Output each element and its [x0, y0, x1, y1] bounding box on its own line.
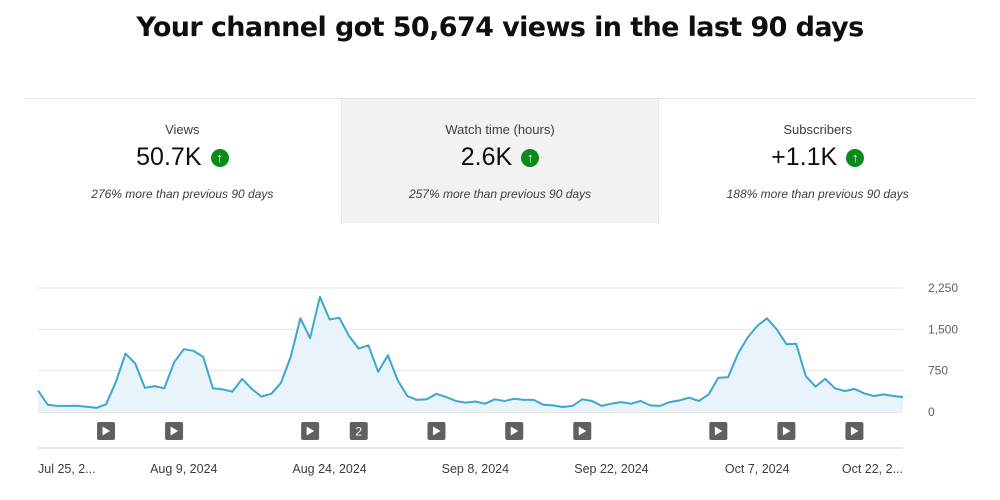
video-marker[interactable]	[165, 422, 184, 440]
video-marker[interactable]	[709, 422, 728, 440]
play-icon	[510, 426, 519, 436]
x-tick-label: Jul 25, 2...	[38, 462, 96, 476]
arrow-up-icon: ↑	[210, 148, 229, 167]
x-tick-label: Oct 22, 2...	[842, 462, 903, 476]
arrow-up-icon: ↑	[521, 148, 540, 167]
play-icon	[578, 426, 587, 436]
play-icon	[170, 426, 179, 436]
x-tick-label: Aug 24, 2024	[292, 462, 366, 476]
views-card[interactable]: Views 50.7K ↑ 276% more than previous 90…	[24, 99, 341, 223]
y-tick-label: 750	[928, 364, 948, 378]
video-marker[interactable]	[845, 422, 864, 440]
video-marker[interactable]	[97, 422, 116, 440]
y-tick-label: 0	[928, 405, 935, 419]
arrow-up-icon: ↑	[846, 148, 865, 167]
video-marker[interactable]: 2	[349, 422, 368, 440]
y-tick-label: 2,250	[928, 281, 958, 295]
views-change: 276% more than previous 90 days	[91, 187, 274, 201]
metric-cards: Views 50.7K ↑ 276% more than previous 90…	[24, 98, 976, 223]
video-marker[interactable]	[301, 422, 320, 440]
video-marker[interactable]	[573, 422, 592, 440]
watch-time-value: 2.6K	[460, 143, 513, 171]
play-icon	[306, 426, 315, 436]
watch-time-label: Watch time (hours)	[445, 122, 555, 137]
video-count-label: 2	[355, 425, 362, 439]
views-chart[interactable]: 2,250 1,500 750 0 2 Jul 25, 2... Aug 9, 2024 Au…	[0, 270, 1000, 500]
video-marker[interactable]	[427, 422, 446, 440]
views-area	[38, 296, 903, 412]
views-line	[37, 295, 904, 409]
subscribers-value: +1.1K	[771, 143, 838, 171]
subscribers-change: 188% more than previous 90 days	[726, 187, 909, 201]
play-icon	[432, 426, 441, 436]
play-icon	[102, 426, 111, 436]
views-value: 50.7K	[136, 143, 202, 171]
x-tick-label: Aug 9, 2024	[150, 462, 217, 476]
play-icon	[714, 426, 723, 436]
video-marker[interactable]	[777, 422, 796, 440]
x-tick-label: Oct 7, 2024	[725, 462, 790, 476]
x-tick-label: Sep 22, 2024	[574, 462, 648, 476]
video-marker[interactable]	[505, 422, 524, 440]
page-headline: Your channel got 50,674 views in the las…	[136, 12, 864, 43]
subscribers-card[interactable]: Subscribers +1.1K ↑ 188% more than previ…	[659, 99, 976, 223]
video-marker-box	[349, 422, 368, 440]
y-tick-label: 1,500	[928, 322, 958, 336]
watch-time-change: 257% more than previous 90 days	[408, 187, 592, 201]
play-icon	[850, 426, 859, 436]
watch-time-card[interactable]: Watch time (hours) 2.6K ↑ 257% more than…	[340, 99, 660, 223]
views-label: Views	[165, 122, 200, 137]
play-icon	[782, 426, 791, 436]
subscribers-label: Subscribers	[783, 122, 852, 137]
x-tick-label: Sep 8, 2024	[442, 462, 509, 476]
